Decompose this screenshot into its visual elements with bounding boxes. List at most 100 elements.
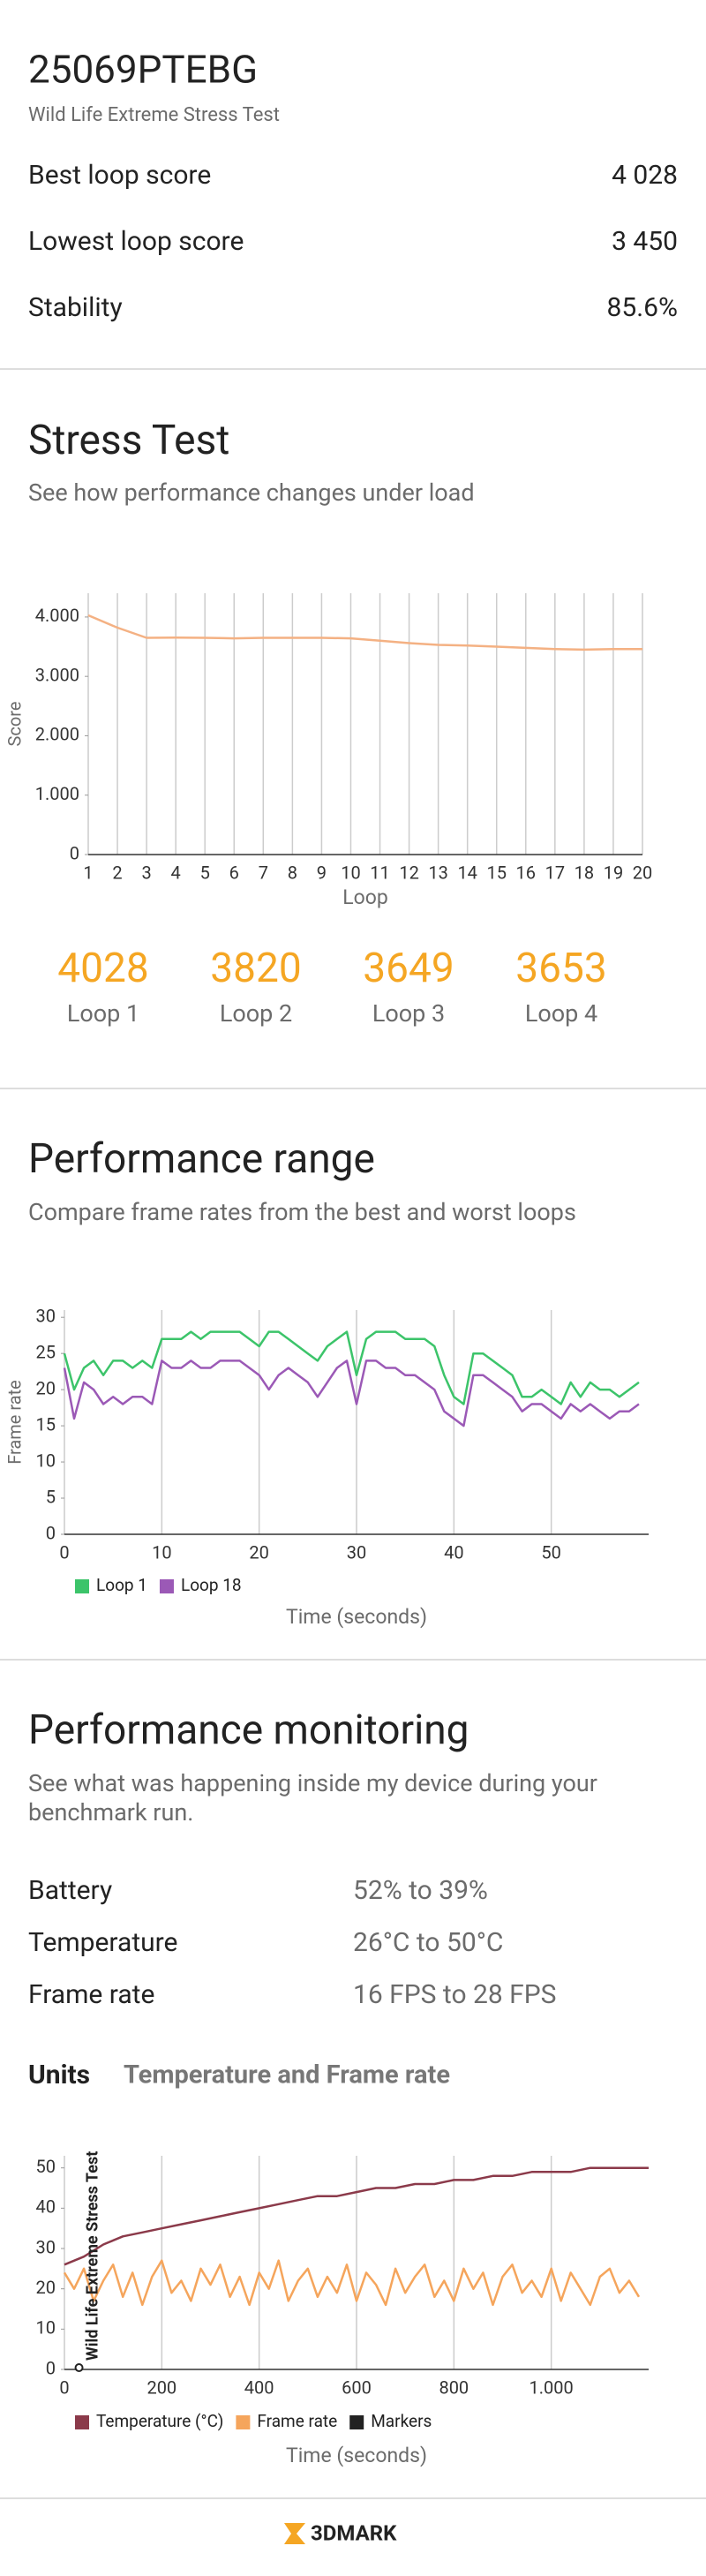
x-tick-label: 17	[545, 862, 565, 883]
series-line	[63, 1360, 640, 1427]
x-tick-label: 10	[152, 1541, 171, 1563]
row-label: Best loop score	[28, 160, 211, 191]
marker	[74, 2363, 84, 2372]
section-title: Performance monitoring	[28, 1706, 469, 1754]
y-tick-label: 4.000	[35, 605, 79, 626]
row-value: 4 028	[612, 160, 678, 191]
series-line	[63, 2259, 641, 2307]
y-tick-label: 3.000	[35, 664, 79, 685]
y-tick-label: 50	[36, 2156, 56, 2177]
legend-label: Markers	[371, 2411, 432, 2431]
logo-icon	[284, 2523, 305, 2544]
section-subtitle: Compare frame rates from the best and wo…	[28, 1198, 576, 1226]
row-value: 16 FPS to 28 FPS	[353, 1979, 556, 2010]
row-value: 3 450	[612, 226, 678, 257]
loop-label: Loop 1	[67, 999, 139, 1028]
x-axis-label: Loop	[342, 885, 388, 909]
legend-label: Loop 1	[96, 1575, 147, 1595]
loop-score: 3653	[515, 945, 606, 992]
row-label: Lowest loop score	[28, 226, 244, 257]
loop-score: 4028	[57, 945, 148, 992]
loop-label: Loop 2	[220, 999, 292, 1028]
y-tick-label: 5	[46, 1486, 56, 1507]
marker-label: Wild Life Extreme Stress Test	[83, 2151, 101, 2361]
y-tick-label: 30	[36, 1305, 56, 1326]
legend-label: Frame rate	[257, 2411, 337, 2431]
section-subtitle: See how performance changes under load	[28, 478, 475, 507]
section-title: Performance range	[28, 1135, 375, 1183]
y-tick-label: 20	[36, 1377, 56, 1398]
x-tick-label: 16	[516, 862, 536, 883]
x-tick-label: 50	[541, 1541, 560, 1563]
loop-label: Loop 3	[372, 999, 445, 1028]
row-value: 85.6%	[607, 292, 678, 323]
x-tick-label: 0	[59, 2376, 69, 2398]
x-tick-label: 20	[249, 1541, 268, 1563]
y-tick-label: 10	[36, 1450, 56, 1471]
x-tick-label: 18	[575, 862, 594, 883]
legend-swatch	[349, 2415, 364, 2429]
x-tick-label: 13	[428, 862, 447, 883]
row-value: 26°C to 50°C	[353, 1927, 503, 1958]
x-tick-label: 14	[457, 862, 477, 883]
legend-label: Temperature (°C)	[96, 2411, 223, 2431]
y-tick-label: 2.000	[35, 724, 79, 745]
x-tick-label: 9	[317, 862, 327, 883]
device-name: 25069PTEBG	[28, 47, 258, 93]
x-tick-label: 7	[259, 862, 268, 883]
x-tick-label: 1.000	[530, 2376, 574, 2398]
y-tick-label: 20	[36, 2277, 56, 2298]
x-tick-label: 6	[229, 862, 239, 883]
legend-swatch	[75, 2415, 89, 2429]
x-axis-label: Time (seconds)	[286, 2444, 427, 2467]
x-tick-label: 1	[83, 862, 93, 883]
x-tick-label: 8	[288, 862, 297, 883]
logo: 3DMARK	[311, 2520, 397, 2545]
x-tick-label: 19	[604, 862, 623, 883]
series-line	[64, 2166, 649, 2266]
legend-swatch	[159, 1579, 174, 1593]
y-tick-label: 0	[46, 1522, 56, 1543]
y-tick-label: 15	[36, 1413, 56, 1435]
loop-score: 3649	[363, 945, 454, 992]
section-subtitle: See what was happening inside my device …	[28, 1769, 597, 1797]
legend-swatch	[75, 1579, 89, 1593]
x-tick-label: 15	[486, 862, 506, 883]
loop-label: Loop 4	[525, 999, 597, 1028]
y-tick-label: 0	[46, 2357, 56, 2378]
x-tick-label: 10	[341, 862, 360, 883]
x-tick-label: 3	[141, 862, 151, 883]
row-label: Frame rate	[28, 1979, 154, 2010]
section-subtitle: benchmark run.	[28, 1798, 193, 1827]
row-label: Temperature	[28, 1927, 177, 1958]
y-axis-label: Score	[4, 702, 25, 747]
y-tick-label: 10	[36, 2317, 56, 2339]
x-tick-label: 12	[399, 862, 418, 883]
series-line	[63, 1330, 640, 1405]
x-tick-label: 400	[244, 2376, 274, 2398]
x-tick-label: 4	[171, 862, 181, 883]
legend-label: Loop 18	[181, 1575, 242, 1595]
x-tick-label: 20	[633, 862, 652, 883]
test-name: Wild Life Extreme Stress Test	[28, 104, 280, 126]
y-tick-label: 1.000	[35, 783, 79, 804]
y-tick-label: 0	[70, 842, 79, 863]
units-label: Units	[28, 2060, 90, 2090]
x-tick-label: 600	[342, 2376, 372, 2398]
loop-score: 3820	[210, 945, 301, 992]
row-label: Battery	[28, 1875, 112, 1906]
x-tick-label: 11	[370, 862, 389, 883]
x-axis-label: Time (seconds)	[286, 1605, 427, 1629]
section-title: Stress Test	[28, 417, 229, 464]
x-tick-label: 800	[439, 2376, 469, 2398]
units-tab[interactable]: Temperature and Frame rate	[124, 2060, 450, 2090]
row-label: Stability	[28, 292, 123, 323]
y-tick-label: 40	[36, 2196, 56, 2218]
legend-swatch	[236, 2415, 251, 2429]
series-line	[87, 614, 642, 652]
x-tick-label: 2	[112, 862, 122, 883]
x-tick-label: 30	[347, 1541, 366, 1563]
y-tick-label: 30	[36, 2236, 56, 2257]
x-tick-label: 0	[59, 1541, 69, 1563]
